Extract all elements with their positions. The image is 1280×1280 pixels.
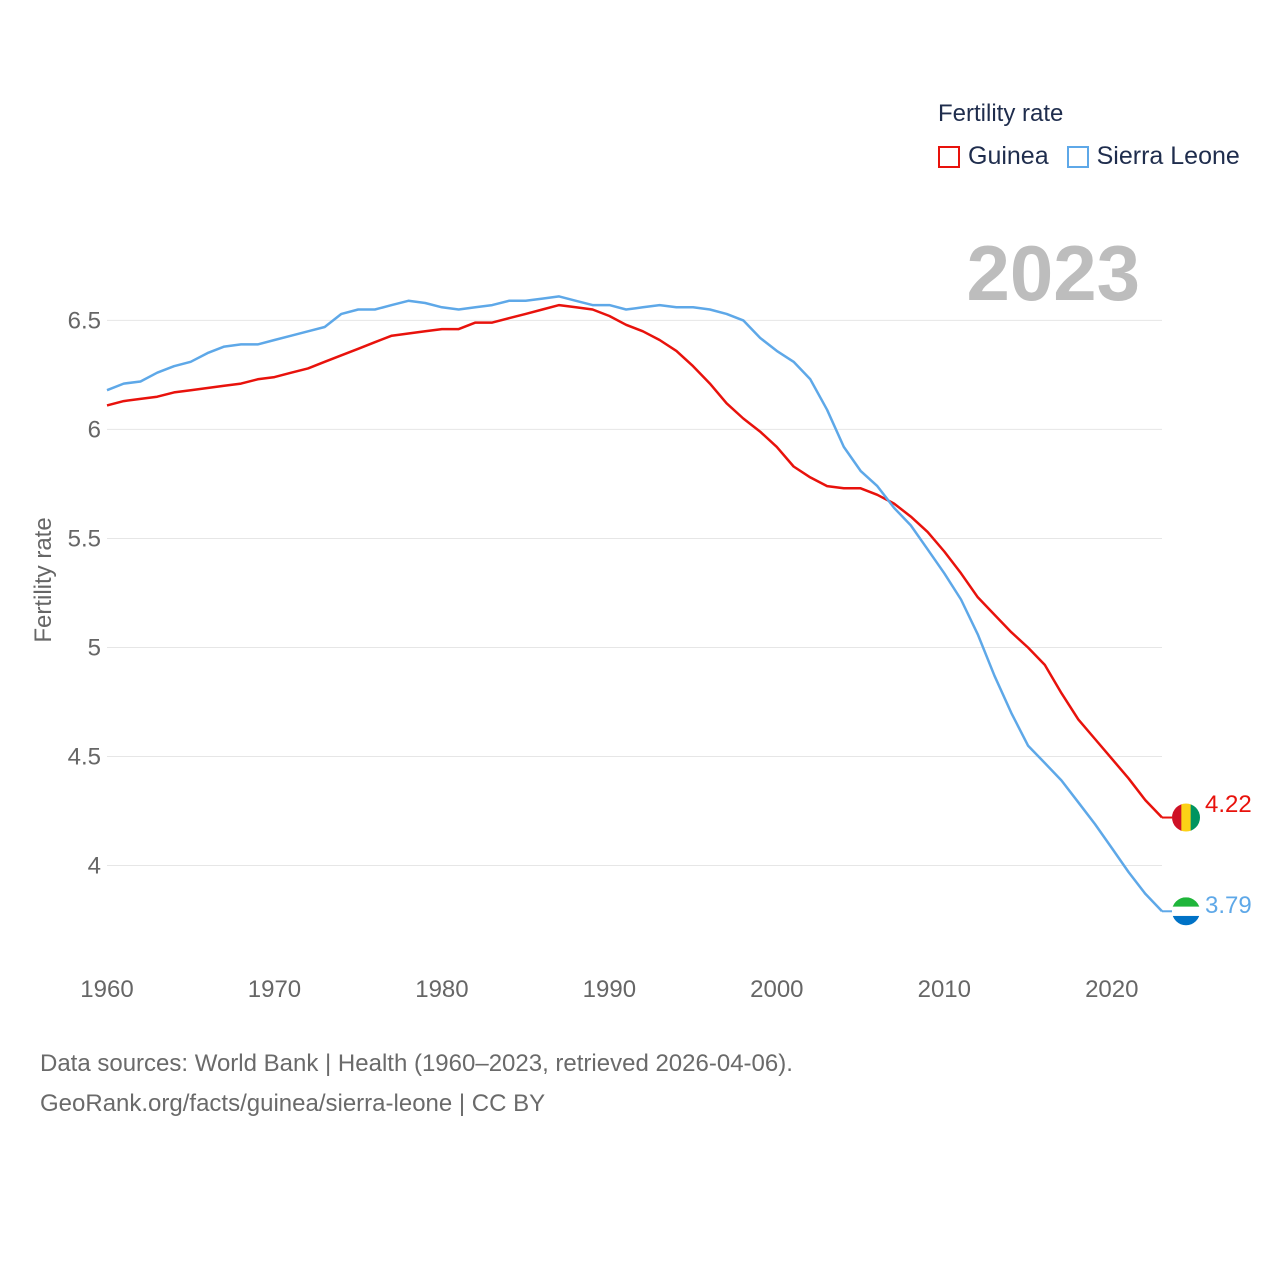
current-year-label: 2023 (966, 229, 1140, 317)
legend-swatch-sierra-leone (1066, 145, 1089, 168)
x-tick-label: 2000 (750, 976, 803, 1003)
end-markers (1162, 803, 1200, 926)
legend-item-sierra-leone[interactable]: Sierra Leone (1066, 142, 1240, 171)
legend: Guinea Sierra Leone (938, 142, 1258, 171)
source-note: Data sources: World Bank | Health (1960–… (40, 1044, 793, 1124)
x-tick-label: 2010 (918, 976, 971, 1003)
y-tick-label: 4.5 (68, 743, 101, 770)
y-tick-label: 4 (88, 852, 101, 879)
x-tick-label: 1960 (80, 976, 133, 1003)
legend-swatch-guinea (938, 145, 960, 168)
legend-item-guinea[interactable]: Guinea (938, 142, 1049, 171)
y-tick-label: 5 (88, 634, 101, 661)
series-lines (106, 295, 1163, 913)
legend-label-guinea: Guinea (968, 142, 1049, 170)
sierra-leone-flag-icon (1172, 897, 1200, 926)
guinea-flag-icon (1172, 803, 1200, 832)
series-line-sierra-leone[interactable] (106, 295, 1163, 913)
x-tick-label: 1980 (415, 976, 468, 1003)
x-tick-label: 1990 (583, 976, 636, 1003)
y-tick-label: 6 (88, 416, 101, 443)
source-line-2[interactable]: GeoRank.org/facts/guinea/sierra-leone | … (40, 1090, 546, 1117)
y-tick-label: 6.5 (68, 307, 101, 334)
legend-title: Fertility rate (938, 100, 1064, 127)
x-tick-label: 2020 (1085, 976, 1138, 1003)
end-label-sierra-leone: 3.79 (1205, 892, 1252, 919)
y-axis-label: Fertility rate (30, 517, 57, 642)
y-axis-ticks: 4 4.5 5 5.5 6 6.5 (68, 307, 101, 879)
series-line-guinea[interactable] (106, 303, 1163, 819)
grid-lines (107, 319, 1162, 866)
x-tick-label: 1970 (248, 976, 301, 1003)
legend-label-sierra-leone: Sierra Leone (1096, 142, 1240, 170)
y-tick-label: 5.5 (68, 525, 101, 552)
source-line-1: Data sources: World Bank | Health (1960–… (40, 1050, 793, 1077)
end-label-guinea: 4.22 (1205, 791, 1252, 818)
x-axis-ticks: 1960 1970 1980 1990 2000 2010 2020 (80, 976, 1138, 1003)
